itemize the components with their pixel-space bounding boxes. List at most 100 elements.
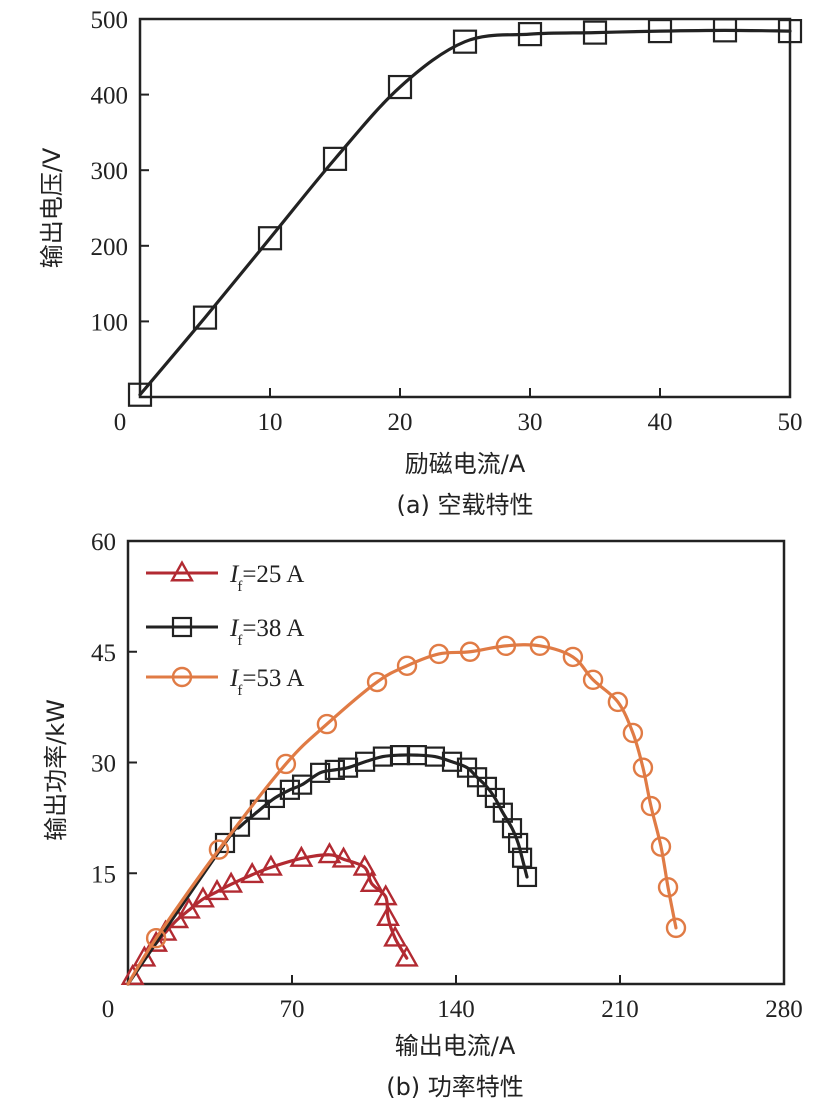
data-point-square: [279, 779, 300, 800]
y-tick-label: 200: [91, 234, 129, 261]
y-tick-label: 60: [91, 529, 116, 556]
data-point-square: [324, 759, 345, 780]
data-point-square: [127, 382, 153, 407]
data-point-triangle: [317, 841, 342, 864]
data-point-triangle: [132, 945, 157, 967]
data-point-square: [712, 18, 738, 43]
data-point-triangle: [383, 925, 408, 947]
data-point-square: [322, 146, 348, 171]
panel-b-ticks: 0 70 140 210 280 15 30 45 60: [91, 529, 803, 1023]
data-point-square: [777, 18, 803, 44]
x-tick-label: 140: [437, 996, 475, 1023]
series-if-38-a: [126, 745, 538, 986]
data-point-circle: [607, 691, 629, 713]
x-tick-label: 30: [518, 409, 543, 436]
legend-label-main: I: [229, 615, 240, 642]
data-point-square: [389, 745, 411, 766]
y-tick-label: 500: [91, 7, 129, 34]
data-point-triangle: [289, 845, 314, 867]
legend-label-value: =53 A: [242, 665, 304, 692]
legend-label-value: =38 A: [242, 615, 304, 642]
data-point-square: [582, 20, 608, 45]
data-point-triangle: [258, 854, 283, 876]
legend-item: If=53 A: [146, 665, 304, 699]
panel-b-y-axis-label: 输出功率/kW: [42, 699, 70, 841]
legend-label-subscript: f: [237, 579, 242, 595]
y-tick-label: 100: [91, 309, 129, 336]
data-point-square: [310, 762, 331, 783]
data-point-circle: [366, 671, 388, 693]
legend-marker-circle: [171, 666, 193, 688]
series-no-load: [127, 18, 803, 407]
series-line: [126, 753, 529, 986]
data-point-circle: [145, 928, 167, 949]
series-if-25-a: [120, 841, 419, 986]
panel-a-caption: (a) 空载特性: [396, 491, 533, 519]
x-tick-label: 50: [778, 409, 803, 436]
series-line: [126, 643, 678, 986]
data-point-circle: [582, 669, 604, 691]
legend-label-main: I: [229, 561, 240, 588]
series-line: [138, 28, 792, 397]
data-point-circle: [529, 635, 551, 657]
legend-label: If=38 A: [229, 615, 304, 649]
x-tick-label: 280: [765, 996, 803, 1023]
panel-a-series: [127, 18, 803, 407]
data-point-square: [192, 305, 218, 330]
data-point-square: [517, 22, 543, 47]
data-point-circle: [316, 713, 338, 735]
legend-marker-square: [171, 616, 193, 638]
data-point-square: [387, 74, 413, 100]
data-point-square: [441, 751, 463, 772]
legend-label: If=25 A: [229, 561, 304, 595]
data-point-triangle: [376, 904, 401, 926]
data-point-square: [291, 774, 313, 795]
x-tick-label: 40: [648, 409, 673, 436]
x-tick-label: 210: [601, 996, 639, 1023]
data-point-circle: [640, 795, 662, 817]
panel-a-no-load-chart: 0 10 20 30 40 50 100 200 300 400 500 励磁电流/A 输出电压/V…: [38, 7, 803, 519]
x-tick-label: 10: [258, 409, 283, 436]
panel-a-x-axis-label: 励磁电流/A: [405, 450, 526, 478]
data-point-circle: [562, 646, 584, 668]
series-if-53-a: [126, 635, 687, 986]
legend-item: If=25 A: [146, 560, 304, 595]
legend-label-subscript: f: [237, 633, 242, 649]
data-point-square: [647, 18, 673, 44]
y-tick-label: 400: [91, 83, 129, 110]
panel-b-caption: (b) 功率特性: [386, 1073, 524, 1101]
legend-label-subscript: f: [237, 683, 242, 699]
panel-a-ticks: 0 10 20 30 40 50 100 200 300 400 500: [91, 7, 803, 436]
data-point-square: [214, 832, 236, 854]
panel-b-legend: If=25 AIf=38 AIf=53 A: [146, 560, 304, 699]
data-point-circle: [459, 641, 481, 662]
y-tick-label: 30: [91, 751, 116, 778]
y-tick-label: 15: [91, 861, 116, 888]
data-point-circle: [665, 917, 687, 939]
data-point-triangle: [359, 870, 384, 893]
x-tick-label: 70: [280, 996, 305, 1023]
legend-item: If=38 A: [146, 615, 304, 649]
data-point-circle: [275, 753, 297, 775]
data-point-square: [507, 832, 529, 854]
data-point-circle: [622, 722, 644, 744]
y-tick-label: 300: [91, 158, 129, 185]
data-point-square: [516, 866, 538, 888]
data-point-triangle: [176, 897, 201, 919]
data-point-square: [452, 29, 478, 54]
data-point-circle: [396, 655, 418, 676]
data-point-square: [229, 816, 251, 837]
panel-a-y-axis-label: 输出电压/V: [38, 147, 66, 268]
x-tick-label: 0: [114, 409, 127, 436]
legend-label-main: I: [229, 665, 240, 692]
panel-b-x-axis-label: 输出电流/A: [395, 1032, 516, 1060]
data-point-circle: [657, 877, 679, 898]
panel-a-plot-frame: [138, 17, 792, 399]
legend-marker-triangle: [170, 560, 194, 582]
data-point-circle: [650, 836, 672, 857]
legend-label-value: =25 A: [242, 561, 304, 588]
data-point-triangle: [352, 854, 377, 876]
data-point-square: [257, 226, 283, 251]
